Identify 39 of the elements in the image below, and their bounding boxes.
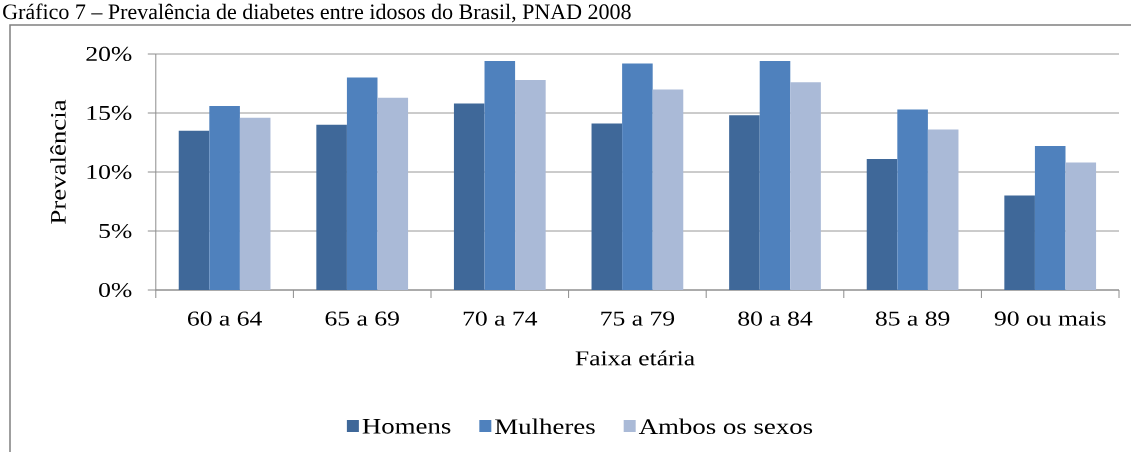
bar <box>866 159 898 290</box>
bar <box>515 79 546 290</box>
x-tick-label: 60 a 64 <box>187 311 262 326</box>
legend-label: Ambos os sexos <box>638 418 813 435</box>
bar <box>178 130 210 290</box>
legend-label: Homens <box>362 419 451 434</box>
bar <box>377 97 409 290</box>
bar <box>622 63 653 290</box>
bar <box>927 129 959 290</box>
x-tick-label: 70 a 74 <box>463 311 538 326</box>
bar <box>591 123 623 290</box>
bar <box>453 103 485 290</box>
x-axis-title: Faixa etária <box>575 350 695 366</box>
y-tick-label: 5% <box>99 223 132 239</box>
y-tick-label: 20% <box>86 46 132 62</box>
x-tick-label: 80 a 84 <box>738 311 813 326</box>
bar <box>316 124 347 290</box>
bar <box>346 77 378 290</box>
bar <box>652 89 684 290</box>
legend-label: Mulheres <box>495 418 595 435</box>
y-tick-label: 15% <box>87 105 132 121</box>
y-tick-label: 0% <box>99 282 132 298</box>
chart-title: Gráfico 7 – Prevalência de diabetes entre idosos do Brasil, PNAD 2008 <box>3 3 631 23</box>
x-tick-label: 75 a 79 <box>601 311 675 326</box>
bar <box>759 61 791 290</box>
bar <box>1065 162 1097 290</box>
x-tick-label: 85 a 89 <box>875 311 950 326</box>
bar <box>239 117 271 290</box>
x-tick-label: 90 ou mais <box>994 311 1106 326</box>
bar <box>209 105 240 290</box>
bar <box>790 82 821 290</box>
bar <box>1004 195 1035 290</box>
x-tick-label: 65 a 69 <box>325 311 399 326</box>
y-axis-title: Prevalência <box>50 99 66 224</box>
bar <box>897 109 928 290</box>
y-tick-label: 10% <box>87 164 132 180</box>
bar <box>1034 146 1066 290</box>
bar <box>484 61 516 290</box>
bar <box>729 115 760 290</box>
